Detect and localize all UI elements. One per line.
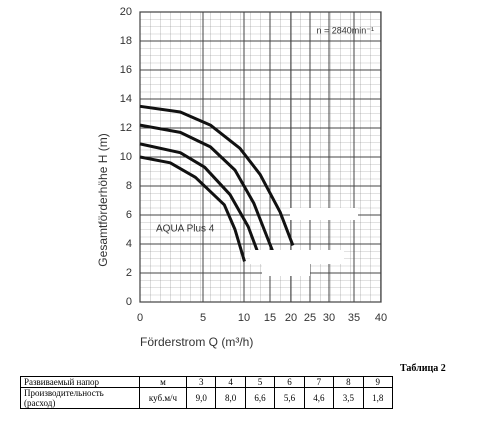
table-cell: 5,6 [274, 387, 305, 409]
y-tick-label: 10 [120, 151, 132, 163]
table-cell: 8,0 [215, 387, 246, 409]
data-table: Развиваемый напор м 3 4 5 6 7 8 9 Производительно… [20, 376, 394, 409]
table-cell: 4 [215, 376, 246, 388]
y-axis-label: Gesamtförderhöhe H (m) [96, 133, 110, 266]
y-tick-label: 14 [120, 93, 132, 105]
table-cell: 9 [362, 376, 394, 388]
table-cell: 6 [274, 376, 305, 388]
x-axis-label: Förderstrom Q (m³/h) [140, 335, 253, 349]
series-label: AQUA Plus 4 [156, 224, 215, 235]
table-cell: м [139, 376, 187, 388]
table-cell: 8 [333, 376, 364, 388]
table-cell: 5 [244, 376, 276, 388]
table-row: Производительность (расход) куб.м/ч 9,0 8,0… [20, 387, 394, 409]
table-cell: 3 [185, 376, 217, 388]
x-tick-label: 35 [348, 312, 360, 324]
table-cell: 7 [303, 376, 335, 388]
pump-curve [139, 155, 246, 262]
y-tick-label: 16 [120, 64, 132, 76]
y-tick-label: 18 [120, 35, 132, 47]
pump-curve [139, 142, 262, 260]
table-cell: 3,5 [333, 387, 364, 409]
pump-curve [139, 104, 295, 246]
y-tick-label: 4 [126, 238, 132, 250]
chart: n = 2840min⁻¹ AQUA Plus 4 Förderstrom Q … [96, 6, 387, 349]
blank-box [250, 250, 344, 264]
blank-box [262, 264, 310, 276]
annotation: n = 2840min⁻¹ [316, 25, 374, 35]
table-row: Развиваемый напор м 3 4 5 6 7 8 9 [20, 376, 394, 388]
table-cell: куб.м/ч [139, 387, 187, 409]
x-tick-label: 25 [304, 312, 316, 324]
x-tick-label: 30 [323, 312, 335, 324]
pump-curve [139, 123, 277, 258]
table-caption: Таблица 2 [400, 363, 446, 374]
x-tick-label: 20 [285, 312, 297, 324]
y-tick-label: 12 [120, 122, 132, 134]
table-cell: 4,6 [303, 387, 335, 409]
table-cell: Производительность (расход) [20, 387, 140, 409]
x-tick-label: 0 [137, 312, 143, 324]
y-tick-label: 2 [126, 267, 132, 279]
y-tick-label: 6 [126, 209, 132, 221]
table-cell: Развиваемый напор [20, 376, 140, 388]
x-tick-label: 5 [200, 312, 206, 324]
x-tick-label: 10 [238, 312, 250, 324]
table-cell: 1,8 [362, 387, 394, 409]
x-tick-label: 15 [264, 312, 276, 324]
table-cell: 6,6 [244, 387, 276, 409]
x-tick-label: 40 [375, 312, 387, 324]
y-tick-label: 8 [126, 180, 132, 192]
blank-box [290, 208, 358, 220]
y-tick-label: 0 [126, 296, 132, 308]
table-cell: 9,0 [185, 387, 217, 409]
y-tick-label: 20 [120, 6, 132, 18]
